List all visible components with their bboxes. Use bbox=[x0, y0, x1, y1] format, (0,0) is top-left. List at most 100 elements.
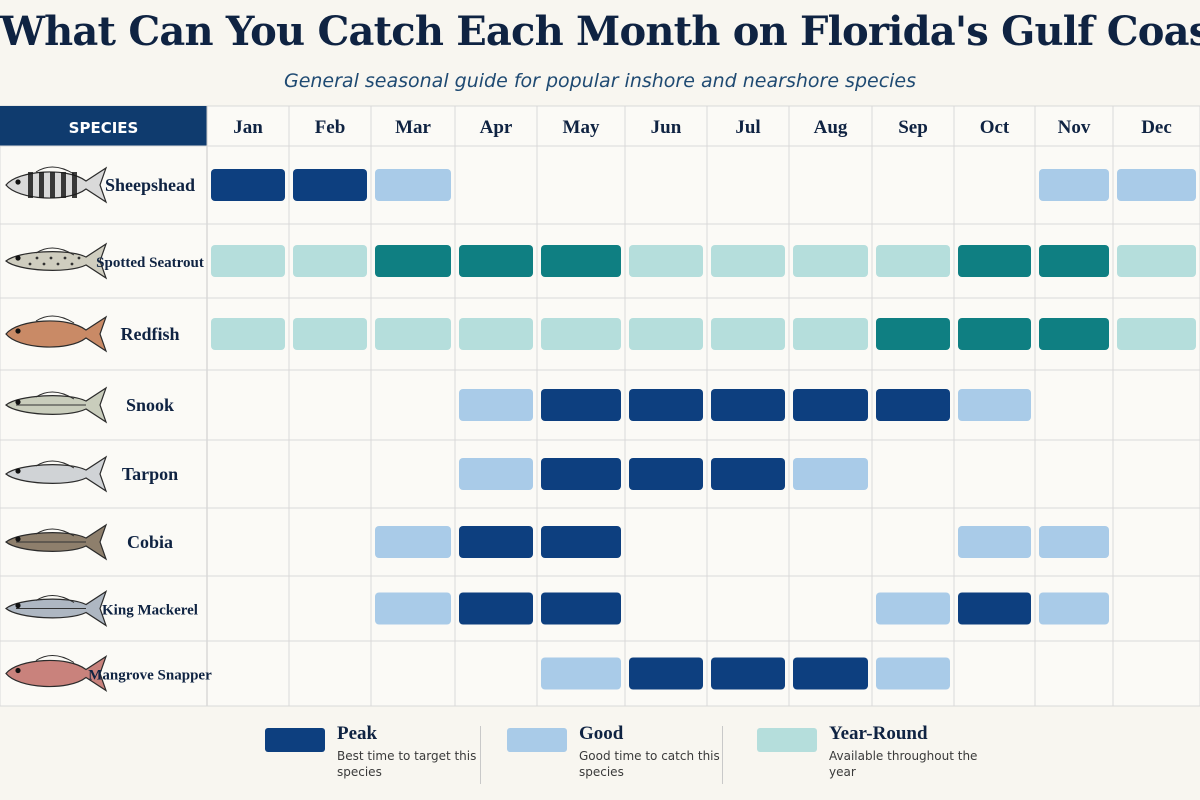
bar-spotted-seatrout-may bbox=[541, 245, 621, 277]
fish-eye bbox=[15, 179, 21, 185]
fish-eye bbox=[15, 667, 21, 674]
legend-swatch-year-round bbox=[757, 728, 817, 752]
sheepshead-icon bbox=[5, 166, 108, 204]
cobia-icon bbox=[5, 523, 108, 561]
bar-sheepshead-jan bbox=[211, 169, 285, 201]
bar-mangrove-snapper-sep bbox=[876, 657, 950, 690]
bar-sheepshead-dec bbox=[1117, 169, 1196, 201]
month-label-feb: Feb bbox=[315, 117, 346, 138]
fish-body bbox=[5, 315, 108, 353]
bar-tarpon-may bbox=[541, 458, 621, 490]
legend-label-year-round: Year-Round bbox=[829, 723, 928, 744]
month-label-aug: Aug bbox=[814, 117, 848, 138]
legend-divider bbox=[480, 726, 481, 784]
fish-fin bbox=[35, 391, 75, 400]
fish-spot bbox=[49, 256, 53, 260]
bar-snook-jul bbox=[711, 389, 785, 421]
species-label-snook: Snook bbox=[126, 395, 174, 415]
fish-stripe bbox=[61, 172, 66, 198]
bar-redfish-oct bbox=[958, 318, 1031, 350]
fish-stripe bbox=[72, 172, 77, 198]
species-label-cobia: Cobia bbox=[127, 532, 173, 552]
month-label-sep: Sep bbox=[898, 117, 928, 138]
bar-spotted-seatrout-jun bbox=[629, 245, 703, 277]
bar-snook-aug bbox=[793, 389, 868, 421]
tarpon-icon bbox=[5, 455, 108, 493]
bar-redfish-feb bbox=[293, 318, 367, 350]
bar-king-mackerel-mar bbox=[375, 592, 451, 625]
species-label-tarpon: Tarpon bbox=[122, 464, 178, 484]
bar-cobia-apr bbox=[459, 526, 533, 558]
bar-snook-sep bbox=[876, 389, 950, 421]
bar-spotted-seatrout-dec bbox=[1117, 245, 1196, 277]
bar-spotted-seatrout-nov bbox=[1039, 245, 1109, 277]
fish-fin bbox=[35, 247, 75, 256]
fish-spot bbox=[56, 262, 60, 266]
bar-spotted-seatrout-aug bbox=[793, 245, 868, 277]
bar-redfish-apr bbox=[459, 318, 533, 350]
bar-mangrove-snapper-aug bbox=[793, 657, 868, 690]
species-header-label: SPECIES bbox=[69, 119, 139, 137]
bar-king-mackerel-sep bbox=[876, 592, 950, 625]
mangrove-snapper-icon bbox=[5, 655, 108, 692]
bar-sheepshead-nov bbox=[1039, 169, 1109, 201]
bar-redfish-mar bbox=[375, 318, 451, 350]
fish-spot bbox=[42, 262, 46, 266]
month-label-oct: Oct bbox=[980, 117, 1010, 138]
fish-stripe bbox=[39, 172, 44, 198]
bar-spotted-seatrout-jan bbox=[211, 245, 285, 277]
bar-cobia-may bbox=[541, 526, 621, 558]
bar-spotted-seatrout-sep bbox=[876, 245, 950, 277]
legend-swatch-good bbox=[507, 728, 567, 752]
bar-spotted-seatrout-apr bbox=[459, 245, 533, 277]
bar-king-mackerel-may bbox=[541, 592, 621, 625]
redfish-icon bbox=[5, 315, 108, 353]
fish-fin bbox=[35, 166, 75, 175]
bar-spotted-seatrout-mar bbox=[375, 245, 451, 277]
species-label-mangrove-snapper: Mangrove Snapper bbox=[88, 668, 212, 684]
fish-fin bbox=[35, 595, 75, 603]
bar-snook-jun bbox=[629, 389, 703, 421]
month-label-jan: Jan bbox=[233, 117, 263, 138]
bar-spotted-seatrout-feb bbox=[293, 245, 367, 277]
month-label-jun: Jun bbox=[651, 117, 682, 138]
fish-spot bbox=[77, 256, 81, 260]
fish-spot bbox=[35, 256, 39, 260]
bar-tarpon-apr bbox=[459, 458, 533, 490]
species-label-spotted-seatrout: Spotted Seatrout bbox=[96, 255, 204, 271]
legend-desc-year-round: Available throughout the year bbox=[829, 749, 978, 779]
bar-redfish-jun bbox=[629, 318, 703, 350]
bar-redfish-jan bbox=[211, 318, 285, 350]
month-label-mar: Mar bbox=[395, 117, 431, 138]
month-label-jul: Jul bbox=[735, 117, 760, 138]
species-label-king-mackerel: King Mackerel bbox=[102, 603, 198, 619]
bar-spotted-seatrout-jul bbox=[711, 245, 785, 277]
fish-spot bbox=[63, 256, 67, 260]
legend-label-peak: Peak bbox=[337, 723, 378, 744]
chart-subtitle: General seasonal guide for popular insho… bbox=[283, 70, 917, 92]
bar-mangrove-snapper-jun bbox=[629, 657, 703, 690]
bar-king-mackerel-oct bbox=[958, 592, 1031, 625]
month-label-apr: Apr bbox=[480, 117, 513, 138]
bar-tarpon-aug bbox=[793, 458, 868, 490]
fish-body bbox=[5, 242, 108, 280]
snook-icon bbox=[5, 386, 108, 424]
bar-sheepshead-feb bbox=[293, 169, 367, 201]
bar-tarpon-jun bbox=[629, 458, 703, 490]
bar-redfish-may bbox=[541, 318, 621, 350]
bar-cobia-nov bbox=[1039, 526, 1109, 558]
bar-cobia-mar bbox=[375, 526, 451, 558]
month-label-dec: Dec bbox=[1141, 117, 1172, 138]
month-label-may: May bbox=[563, 117, 600, 138]
fish-stripe bbox=[50, 172, 55, 198]
fish-eye bbox=[15, 468, 21, 474]
fish-fin bbox=[35, 528, 75, 537]
fish-stripe bbox=[28, 172, 33, 198]
bar-spotted-seatrout-oct bbox=[958, 245, 1031, 277]
fish-fin bbox=[35, 460, 75, 469]
bar-redfish-nov bbox=[1039, 318, 1109, 350]
fish-body bbox=[5, 655, 108, 692]
bar-snook-apr bbox=[459, 389, 533, 421]
fish-fin bbox=[35, 315, 75, 324]
bar-redfish-jul bbox=[711, 318, 785, 350]
